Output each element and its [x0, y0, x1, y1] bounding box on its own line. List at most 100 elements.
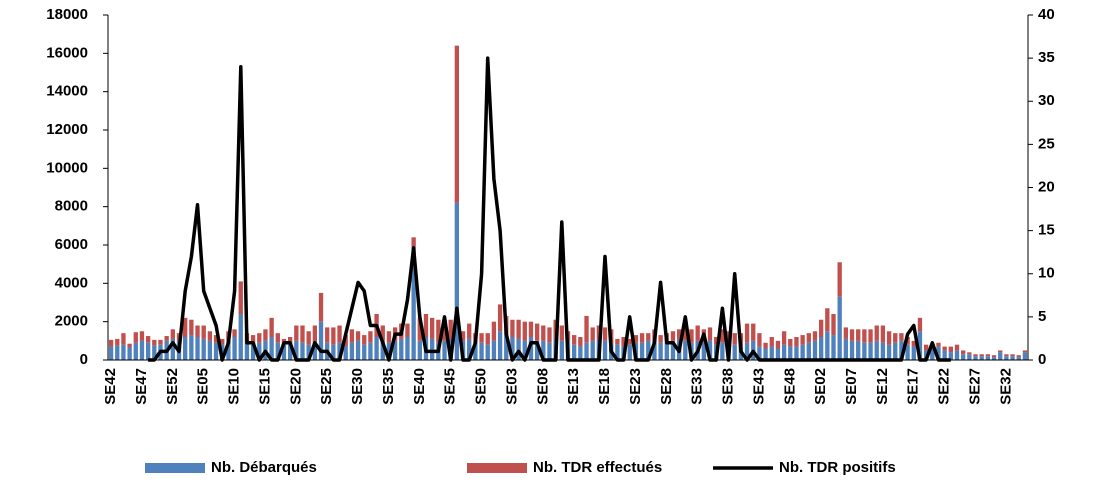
bar	[670, 331, 676, 341]
bar	[936, 342, 941, 347]
bar	[238, 314, 243, 360]
bar	[325, 327, 330, 343]
x-tick-label: SE18	[596, 368, 613, 405]
bar	[862, 342, 867, 360]
line	[148, 56, 951, 362]
bar	[257, 333, 262, 343]
bar	[516, 319, 521, 339]
bar	[485, 344, 490, 360]
bar	[930, 348, 935, 360]
bar	[497, 331, 503, 360]
bar	[578, 337, 583, 347]
bar	[948, 346, 953, 353]
bar	[942, 350, 947, 360]
x-tick-label: SE38	[720, 368, 737, 405]
bar	[479, 333, 484, 343]
bar	[430, 317, 435, 339]
bar	[201, 325, 206, 339]
bar	[837, 296, 842, 360]
bar	[788, 346, 793, 360]
bar	[386, 342, 392, 360]
bar	[479, 342, 484, 360]
bar	[300, 325, 305, 343]
bar	[911, 340, 916, 347]
bar	[269, 317, 274, 337]
bar	[306, 331, 311, 345]
bar	[831, 335, 836, 360]
bar	[516, 338, 521, 360]
bar	[220, 338, 225, 345]
bar	[849, 340, 855, 360]
bar	[164, 336, 169, 341]
bar	[880, 342, 886, 360]
bar	[417, 340, 422, 360]
bar	[788, 338, 793, 347]
legend-swatch	[467, 463, 527, 473]
bar	[362, 344, 367, 360]
bar	[621, 337, 626, 347]
bar	[880, 325, 886, 343]
bar	[331, 344, 336, 360]
bar	[683, 327, 688, 341]
bar	[707, 340, 713, 360]
bar	[152, 339, 157, 346]
bar	[195, 337, 200, 360]
bar	[868, 329, 873, 343]
bar	[572, 335, 577, 345]
bar	[312, 325, 318, 343]
y2-tick-label: 15	[1038, 222, 1055, 239]
bar	[454, 202, 460, 360]
bar	[701, 342, 706, 360]
bar	[720, 342, 725, 360]
bar	[843, 338, 849, 360]
bar	[127, 343, 132, 348]
bar	[547, 342, 552, 360]
bar	[355, 340, 361, 360]
y2-tick-label: 25	[1038, 135, 1055, 152]
x-tick-label: SE33	[689, 368, 706, 405]
bar	[757, 333, 762, 347]
bar	[572, 344, 577, 360]
bar	[189, 335, 194, 360]
bar	[627, 344, 632, 360]
bar	[331, 327, 336, 345]
bar	[170, 329, 175, 339]
bar	[732, 333, 737, 345]
bar	[818, 337, 824, 360]
x-tick-label: SE03	[503, 368, 520, 405]
bar	[232, 337, 237, 360]
bar	[232, 329, 237, 337]
bar	[985, 356, 991, 360]
bar	[491, 321, 497, 341]
bar	[139, 340, 145, 360]
bar	[559, 325, 564, 341]
x-tick-label: SE27	[966, 368, 983, 405]
x-tick-label: SE20	[287, 368, 304, 405]
bar	[207, 331, 213, 341]
bar	[306, 344, 311, 360]
x-tick-label: SE28	[658, 368, 675, 405]
bar	[633, 335, 639, 343]
bar	[967, 352, 972, 355]
bar	[213, 335, 219, 343]
bar	[250, 335, 256, 345]
bar	[528, 337, 534, 360]
bar	[226, 340, 231, 360]
bar	[522, 321, 527, 341]
bar	[998, 350, 1003, 353]
bar	[108, 339, 114, 347]
x-tick-label: SE48	[781, 368, 798, 405]
x-tick-label: SE45	[442, 368, 459, 405]
bar	[781, 331, 787, 345]
bar	[115, 345, 120, 360]
bar	[818, 319, 824, 337]
bar	[769, 346, 774, 360]
bar	[133, 332, 138, 343]
bar	[430, 338, 435, 360]
bar	[349, 342, 355, 360]
bar	[411, 237, 416, 247]
x-tick-label: SE13	[565, 368, 582, 405]
y-tick-label: 16000	[46, 44, 88, 61]
bar	[862, 329, 867, 343]
y-tick-label: 14000	[46, 83, 88, 100]
